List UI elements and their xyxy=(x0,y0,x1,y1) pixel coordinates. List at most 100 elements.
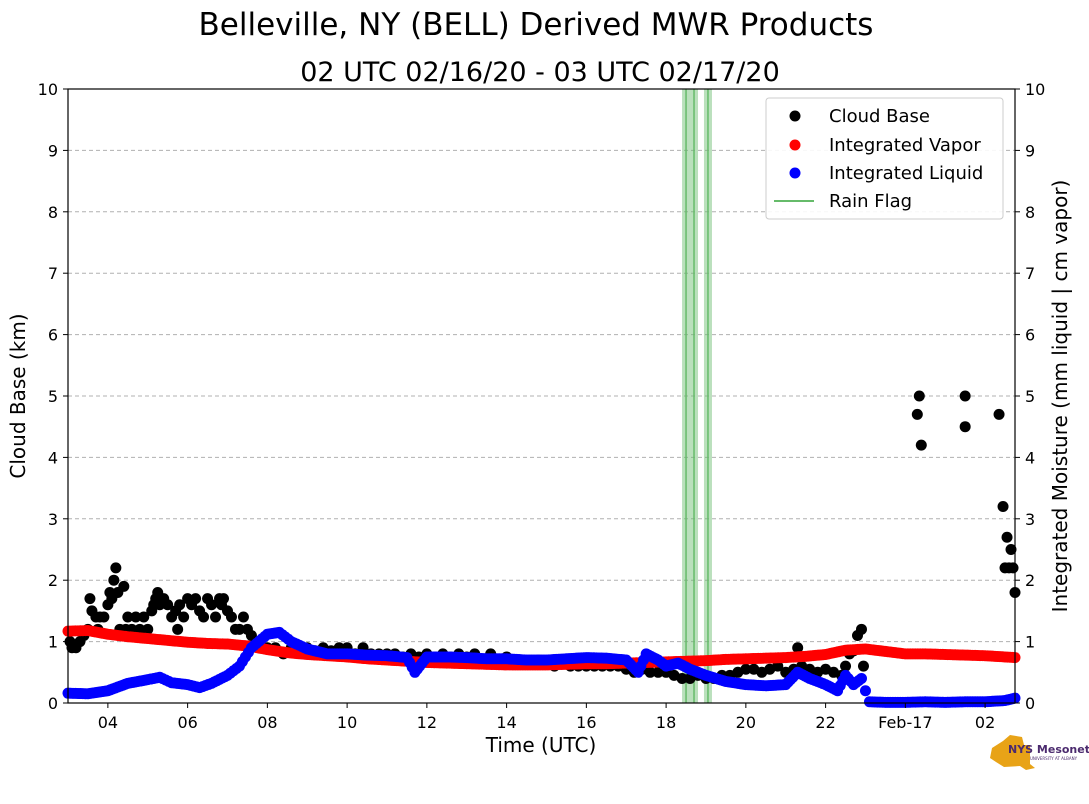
cloud-base-point xyxy=(138,611,150,623)
cloud-base-point xyxy=(1001,531,1013,543)
legend-marker-integrated-vapor xyxy=(789,139,801,151)
y-tick-label-left: 8 xyxy=(48,203,58,222)
y-tick-label-right: 6 xyxy=(1025,326,1035,345)
y-axis-right-label: Integrated Moisture (mm liquid | cm vapo… xyxy=(1048,180,1072,613)
y-tick-label-right: 8 xyxy=(1025,203,1035,222)
logo-brand-text: NYS Mesonet xyxy=(1008,743,1089,756)
legend-label-rain-flag: Rain Flag xyxy=(829,191,912,212)
cloud-base-point xyxy=(959,421,971,433)
x-tick-label: 14 xyxy=(496,713,516,732)
x-tick-label: 16 xyxy=(576,713,596,732)
chart-subtitle: 02 UTC 02/16/20 - 03 UTC 02/17/20 xyxy=(300,57,780,88)
cloud-base-point xyxy=(840,660,852,672)
cloud-base-point xyxy=(110,562,122,574)
y-axis-ticks: 0 0 1 1 2 2 3 3 4 4 5 5 6 6 7 7 8 8 9 9 10 10 xyxy=(38,80,1046,713)
y-tick-label-right: 4 xyxy=(1025,448,1035,467)
y-tick-label-right: 5 xyxy=(1025,387,1035,406)
x-tick-label: 20 xyxy=(736,713,756,732)
cloud-base-point xyxy=(172,623,184,635)
legend-label-integrated-liquid: Integrated Liquid xyxy=(829,163,983,184)
x-axis-ticks: 04 06 08 10 12 14 16 18 20 22 Feb-17 02 xyxy=(98,703,995,732)
new-york-state-shape-icon xyxy=(990,735,1035,770)
cloud-base-point xyxy=(174,599,186,611)
y-tick-label-right: 2 xyxy=(1025,571,1035,590)
cloud-base-point xyxy=(644,666,656,678)
cloud-base-point xyxy=(772,660,784,672)
integrated-liquid-point xyxy=(855,672,867,684)
cloud-base-point xyxy=(911,408,923,420)
y-tick-label-left: 0 xyxy=(48,694,58,713)
y-tick-label-right: 0 xyxy=(1025,694,1035,713)
cloud-base-point xyxy=(210,611,222,623)
legend: Cloud Base Integrated Vapor Integrated L… xyxy=(765,97,1004,220)
y-tick-label-right: 10 xyxy=(1025,80,1045,99)
cloud-base-point xyxy=(233,623,245,635)
cloud-base-point xyxy=(162,599,174,611)
chart-title: Belleville, NY (BELL) Derived MWR Produc… xyxy=(199,7,874,43)
y-tick-label-right: 1 xyxy=(1025,633,1035,652)
cloud-base-point xyxy=(913,390,925,402)
cloud-base-point xyxy=(993,408,1005,420)
y-tick-label-left: 4 xyxy=(48,448,58,467)
cloud-base-point xyxy=(118,580,130,592)
grid-layer xyxy=(68,149,1015,643)
legend-box xyxy=(765,97,1004,220)
logo-sub-text: UNIVERSITY AT ALBANY xyxy=(1030,756,1078,761)
integrated-liquid-point xyxy=(859,685,871,697)
cloud-base-point xyxy=(190,593,202,605)
y-tick-label-left: 1 xyxy=(48,633,58,652)
y-axis-label: Cloud Base (km) xyxy=(6,313,30,478)
x-tick-label: 06 xyxy=(177,713,197,732)
cloud-base-point xyxy=(130,611,142,623)
cloud-base-point xyxy=(792,642,804,654)
y-tick-label-left: 6 xyxy=(48,326,58,345)
y-tick-label-left: 10 xyxy=(38,80,58,99)
cloud-base-point xyxy=(122,611,134,623)
legend-label-cloud-base: Cloud Base xyxy=(829,106,930,127)
cloud-base-point xyxy=(740,663,752,675)
cloud-base-point xyxy=(108,574,120,586)
cloud-base-point xyxy=(1007,562,1019,574)
cloud-base-point xyxy=(237,611,249,623)
x-tick-label: 10 xyxy=(337,713,357,732)
cloud-base-point xyxy=(198,611,210,623)
rain-flag-layer xyxy=(682,89,712,703)
cloud-base-point xyxy=(245,629,257,641)
cloud-base-point xyxy=(84,593,96,605)
x-tick-label: 08 xyxy=(257,713,277,732)
x-tick-label: 02 xyxy=(975,713,995,732)
y-tick-label-left: 5 xyxy=(48,387,58,406)
y-tick-label-right: 7 xyxy=(1025,264,1035,283)
y-tick-label-right: 9 xyxy=(1025,141,1035,160)
x-tick-label: Feb-17 xyxy=(878,713,932,732)
y-tick-label-left: 9 xyxy=(48,141,58,160)
cloud-base-point xyxy=(218,593,230,605)
y-tick-label-left: 3 xyxy=(48,510,58,529)
nys-mesonet-logo: NYS Mesonet UNIVERSITY AT ALBANY xyxy=(990,735,1089,770)
cloud-base-point xyxy=(98,611,110,623)
cloud-base-point xyxy=(997,501,1009,513)
legend-label-integrated-vapor: Integrated Vapor xyxy=(829,135,981,156)
legend-marker-integrated-liquid xyxy=(789,167,801,179)
y-tick-label-left: 2 xyxy=(48,571,58,590)
cloud-base-point xyxy=(855,623,867,635)
cloud-base-point xyxy=(915,439,927,451)
cloud-base-point xyxy=(134,623,146,635)
y-tick-label-left: 7 xyxy=(48,264,58,283)
x-tick-label: 18 xyxy=(656,713,676,732)
x-axis-label: Time (UTC) xyxy=(485,733,597,757)
cloud-base-point xyxy=(178,611,190,623)
x-tick-label: 12 xyxy=(417,713,437,732)
cloud-base-point xyxy=(206,599,218,611)
legend-marker-cloud-base xyxy=(789,110,801,122)
cloud-base-point xyxy=(857,660,869,672)
y-tick-label-right: 3 xyxy=(1025,510,1035,529)
x-tick-label: 04 xyxy=(98,713,118,732)
cloud-base-point xyxy=(142,623,154,635)
cloud-base-point xyxy=(652,666,664,678)
cloud-base-point xyxy=(959,390,971,402)
cloud-base-point xyxy=(225,611,237,623)
points-layer xyxy=(62,390,1021,708)
cloud-base-point xyxy=(1005,544,1017,555)
